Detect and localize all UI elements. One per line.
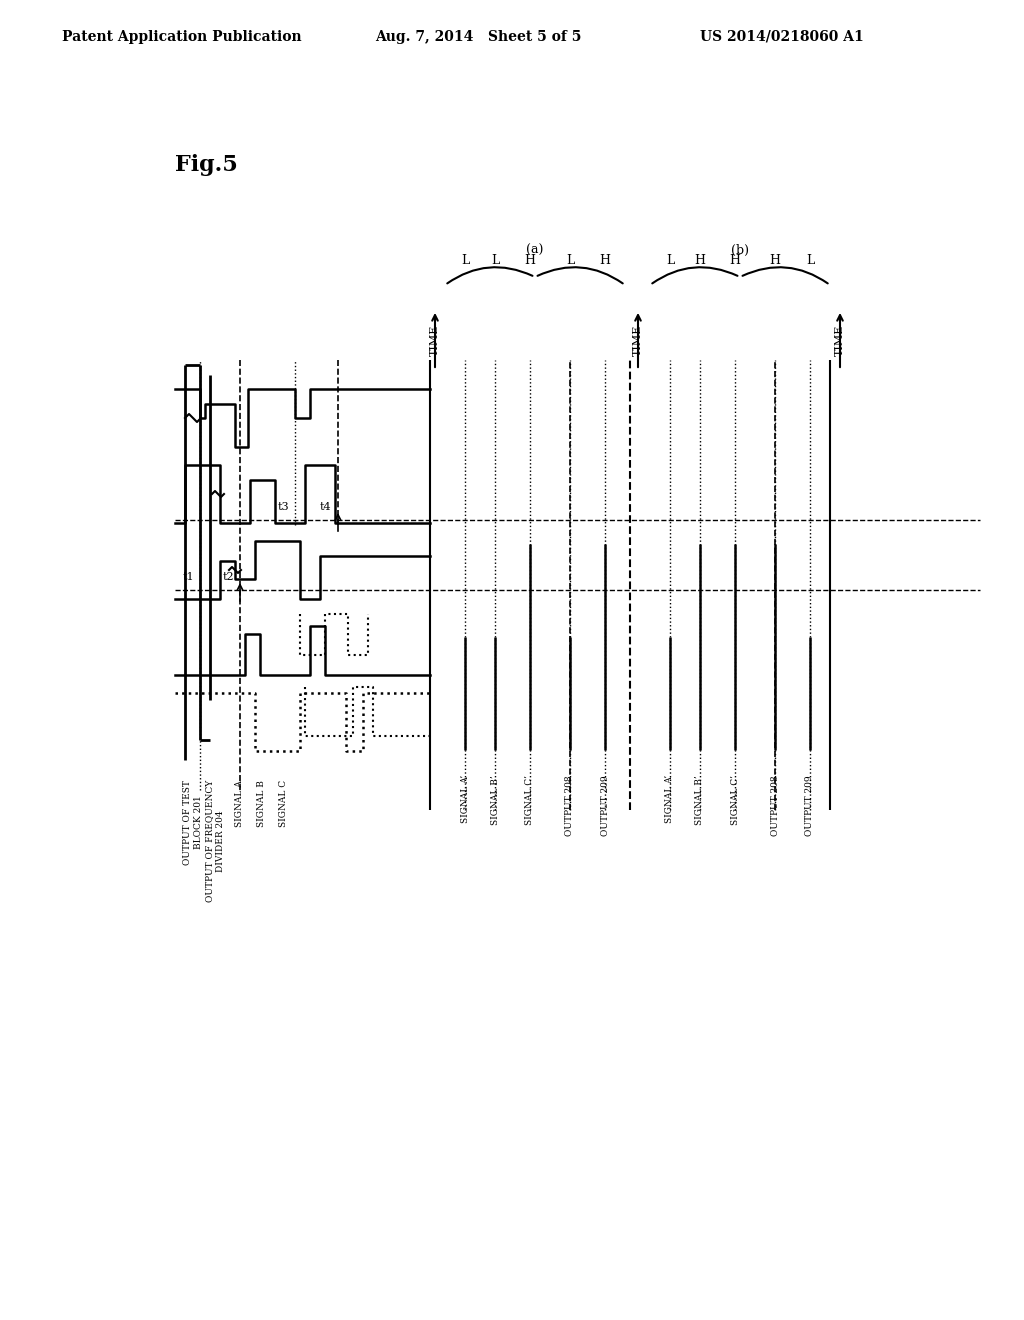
Text: t4: t4 — [319, 502, 331, 512]
Text: SIGNAL B: SIGNAL B — [257, 780, 266, 826]
Text: L: L — [461, 253, 469, 267]
Text: Patent Application Publication: Patent Application Publication — [62, 30, 302, 44]
Text: H: H — [694, 253, 706, 267]
Text: t2: t2 — [222, 572, 233, 582]
Text: TIME: TIME — [835, 325, 845, 355]
Text: SIGNAL C’: SIGNAL C’ — [525, 775, 535, 825]
Text: OUTPUT OF TEST
BLOCK 201: OUTPUT OF TEST BLOCK 201 — [183, 780, 203, 865]
Text: L: L — [806, 253, 814, 267]
Text: Fig.5: Fig.5 — [175, 154, 238, 176]
Text: L: L — [566, 253, 574, 267]
Text: SIGNAL A’: SIGNAL A’ — [461, 775, 469, 824]
Text: OUTPUT 208: OUTPUT 208 — [565, 775, 574, 836]
Text: OUTPUT OF FREQUENCY
DIVIDER 204: OUTPUT OF FREQUENCY DIVIDER 204 — [205, 780, 224, 903]
Text: H: H — [729, 253, 740, 267]
Text: SIGNAL A: SIGNAL A — [236, 780, 245, 826]
Text: L: L — [490, 253, 499, 267]
Text: H: H — [769, 253, 780, 267]
Text: OUTPUT 208: OUTPUT 208 — [770, 775, 779, 836]
Text: t3: t3 — [278, 502, 289, 512]
Text: SIGNAL B’: SIGNAL B’ — [490, 775, 500, 825]
Text: US 2014/0218060 A1: US 2014/0218060 A1 — [700, 30, 864, 44]
Text: t1: t1 — [182, 572, 194, 582]
Text: L: L — [666, 253, 674, 267]
Text: OUTPUT 209: OUTPUT 209 — [600, 775, 609, 836]
Text: (b): (b) — [731, 243, 749, 256]
Text: SIGNAL A’: SIGNAL A’ — [666, 775, 675, 824]
Text: Aug. 7, 2014   Sheet 5 of 5: Aug. 7, 2014 Sheet 5 of 5 — [375, 30, 582, 44]
Text: TIME: TIME — [430, 325, 440, 355]
Text: SIGNAL B’: SIGNAL B’ — [695, 775, 705, 825]
Text: (a): (a) — [526, 243, 544, 256]
Text: SIGNAL C’: SIGNAL C’ — [730, 775, 739, 825]
Text: TIME: TIME — [633, 325, 643, 355]
Text: H: H — [524, 253, 536, 267]
Text: H: H — [599, 253, 610, 267]
Text: SIGNAL C: SIGNAL C — [279, 780, 288, 828]
Text: OUTPUT 209: OUTPUT 209 — [806, 775, 814, 836]
